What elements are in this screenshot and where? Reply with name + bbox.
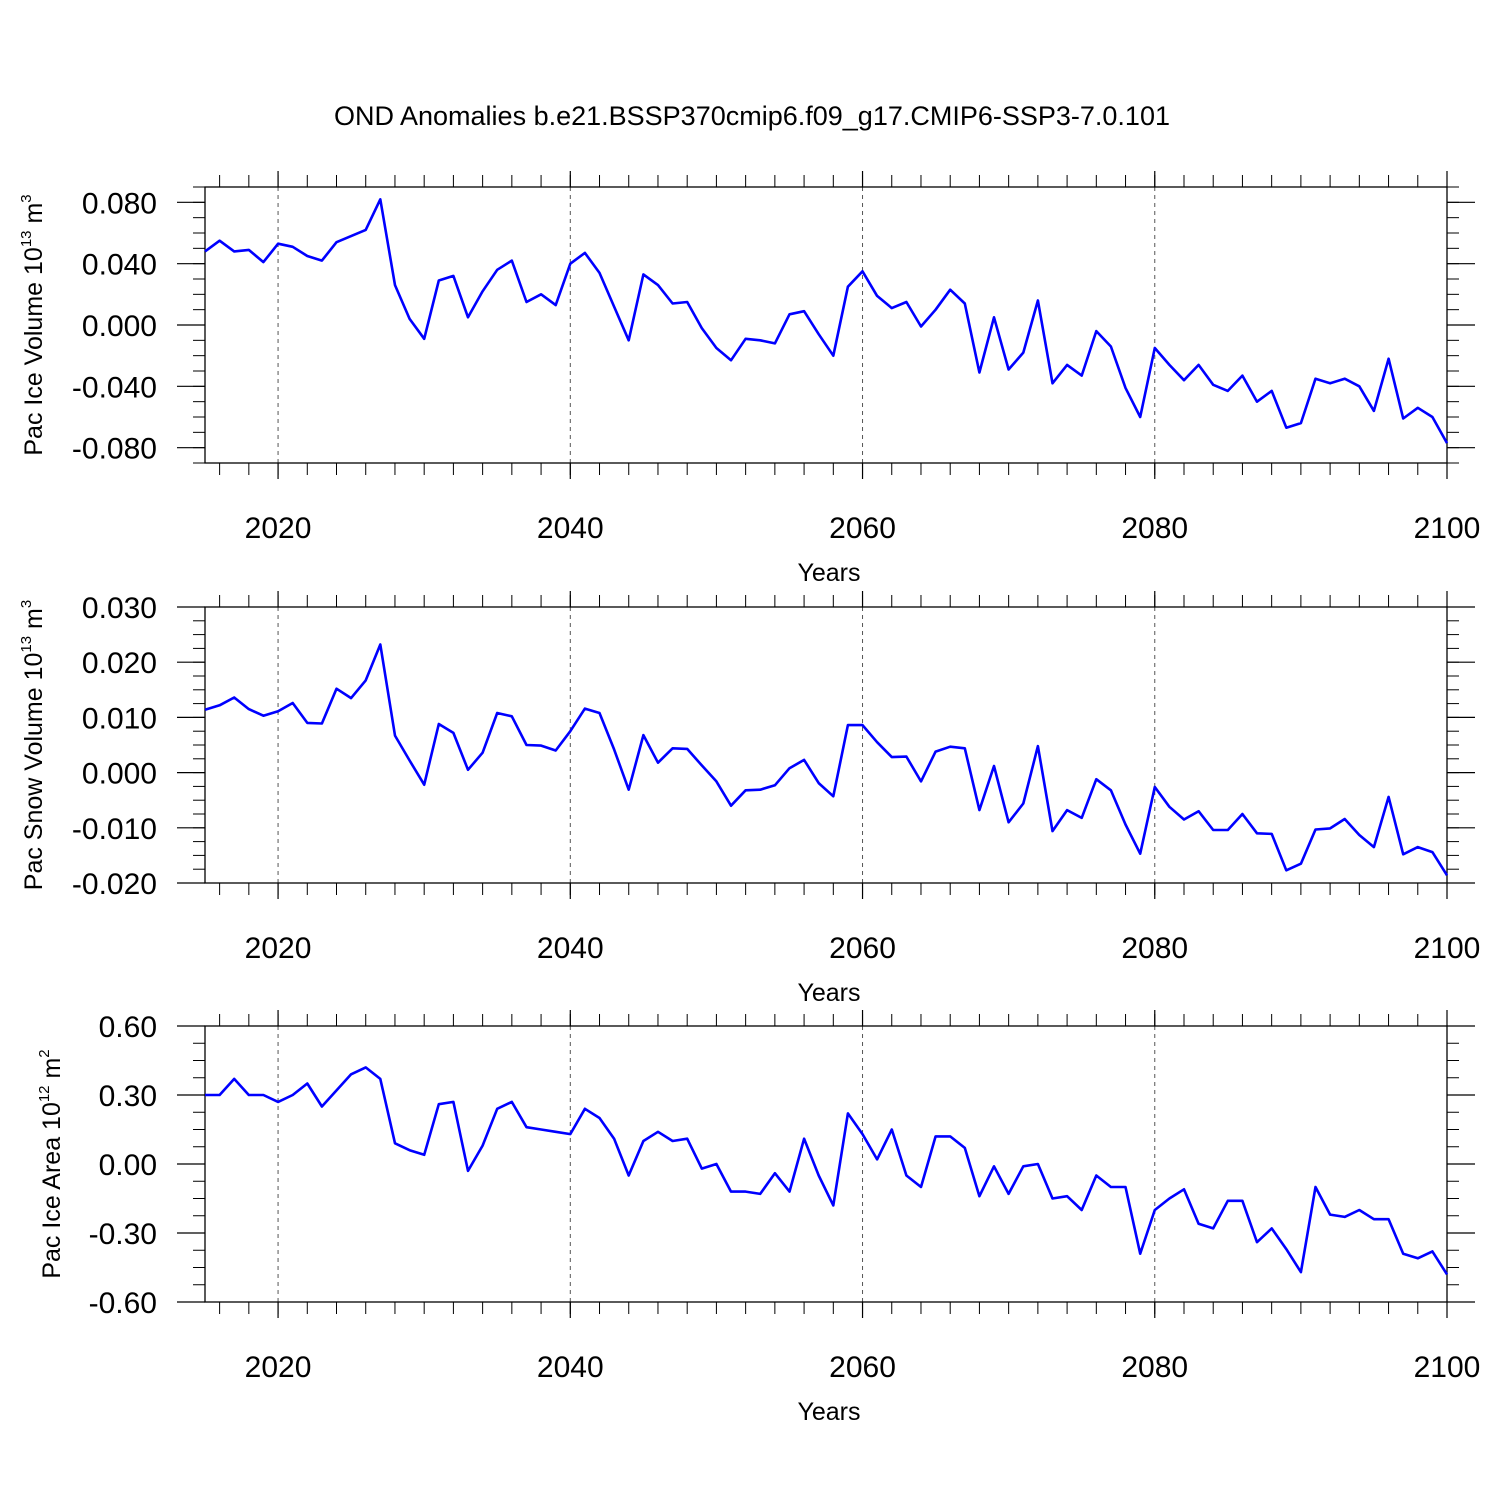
y-tick-label: 0.000 xyxy=(82,758,157,791)
y-tick-label: -0.30 xyxy=(89,1218,157,1251)
y-tick-label: 0.080 xyxy=(82,187,157,220)
x-tick-label: 2020 xyxy=(245,512,312,545)
y-tick-label: -0.040 xyxy=(72,371,157,404)
x-tick-label: 2020 xyxy=(245,932,312,965)
x-tick-label: 2100 xyxy=(1414,1351,1481,1384)
y-axis-label-text: Pac Ice Area 10 xyxy=(38,1102,66,1279)
y-axis-label-unit-exponent: 3 xyxy=(18,194,35,202)
y-tick-label: 0.60 xyxy=(99,1011,157,1044)
plot-frame xyxy=(204,1025,1448,1303)
x-axis-label: Years xyxy=(797,559,860,587)
x-tick-label: 2040 xyxy=(537,512,604,545)
x-tick-label: 2040 xyxy=(537,932,604,965)
y-tick-label: -0.60 xyxy=(89,1287,157,1320)
y-axis-label-exponent: 13 xyxy=(18,230,35,247)
y-tick-label: 0.040 xyxy=(82,249,157,282)
x-tick-label: 2100 xyxy=(1414,932,1481,965)
x-tick-label: 2060 xyxy=(829,512,896,545)
y-axis-label-unit-exponent: 2 xyxy=(36,1049,53,1057)
y-axis-label: Pac Ice Area 1012 m2 xyxy=(36,1049,66,1278)
y-tick-label: -0.020 xyxy=(72,868,157,901)
panel-snow-volume: 2020 2040 2060 2080 2100 0.030 0.020 0.010 0.000… xyxy=(18,591,1480,1007)
chart-title: OND Anomalies b.e21.BSSP370cmip6.f09_g17… xyxy=(334,101,1170,131)
y-axis-label: Pac Ice Volume 1013 m3 xyxy=(18,194,48,455)
y-tick-label: 0.010 xyxy=(82,702,157,735)
x-tick-label: 2100 xyxy=(1414,512,1481,545)
y-axis-label-exponent: 12 xyxy=(36,1085,53,1102)
y-axis-label-unit-exponent: 3 xyxy=(18,600,35,608)
y-tick-label: -0.080 xyxy=(72,433,157,466)
x-tick-label: 2080 xyxy=(1121,512,1188,545)
x-tick-label: 2080 xyxy=(1121,1351,1188,1384)
x-axis-label: Years xyxy=(797,1398,860,1426)
y-axis-label-text: Pac Ice Volume 10 xyxy=(20,247,48,455)
x-tick-label: 2040 xyxy=(537,1351,604,1384)
series-line xyxy=(204,198,1449,444)
y-axis-label-unit: m xyxy=(20,608,48,636)
y-axis-label-exponent: 13 xyxy=(18,636,35,653)
y-axis-label: Pac Snow Volume 1013 m3 xyxy=(18,600,48,890)
panel-ice-volume: 2020 2040 2060 2080 2100 0.080 0.040 0.000 -0.04… xyxy=(18,171,1480,587)
x-tick-label: 2060 xyxy=(829,1351,896,1384)
x-tick-label: 2060 xyxy=(829,932,896,965)
y-axis-label-unit: m xyxy=(20,203,48,231)
plot-frame xyxy=(204,606,1448,884)
x-axis-label: Years xyxy=(797,979,860,1007)
series-line xyxy=(205,1066,1449,1276)
y-tick-label: 0.30 xyxy=(99,1080,157,1113)
y-tick-label: 0.020 xyxy=(82,647,157,680)
plot-frame xyxy=(204,186,1448,464)
x-tick-label: 2020 xyxy=(245,1351,312,1384)
y-tick-label: 0.00 xyxy=(99,1149,157,1182)
series-line xyxy=(204,643,1449,876)
y-tick-label: 0.000 xyxy=(82,310,157,343)
panel-ice-area: 2020 2040 2060 2080 2100 0.60 0.30 0.00 -0.30 -0.… xyxy=(36,1010,1480,1426)
x-tick-label: 2080 xyxy=(1121,932,1188,965)
y-tick-label: 0.030 xyxy=(82,592,157,625)
y-axis-label-text: Pac Snow Volume 10 xyxy=(20,653,48,891)
y-tick-label: -0.010 xyxy=(72,813,157,846)
y-axis-label-unit: m xyxy=(38,1058,66,1086)
